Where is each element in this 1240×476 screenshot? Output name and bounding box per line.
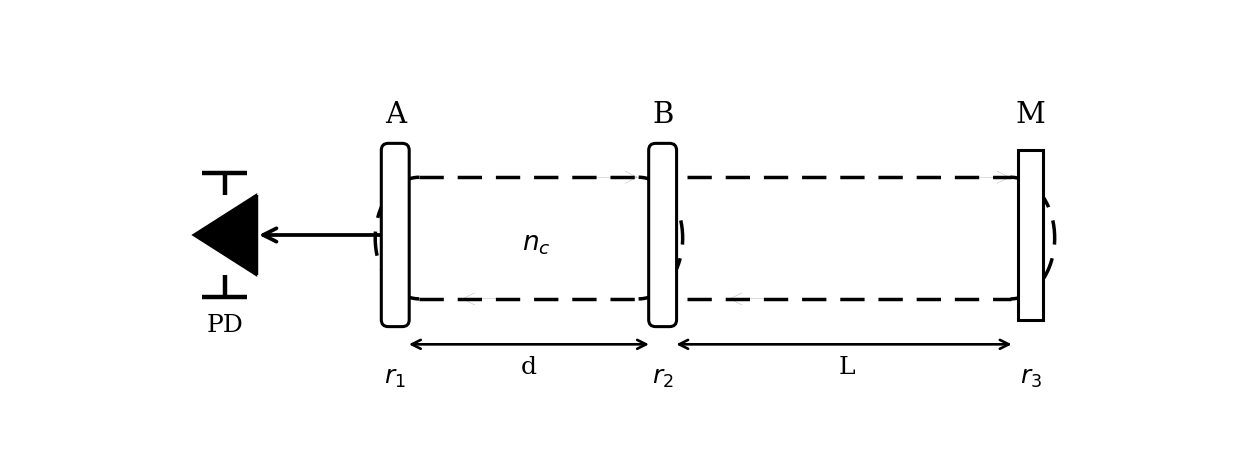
- Text: $r_3$: $r_3$: [1019, 367, 1042, 390]
- Text: PD: PD: [206, 314, 243, 337]
- Text: L: L: [838, 356, 856, 379]
- Text: d: d: [521, 356, 537, 379]
- Text: M: M: [1016, 101, 1045, 129]
- FancyBboxPatch shape: [382, 143, 409, 327]
- Bar: [1018, 150, 1043, 320]
- Text: A: A: [384, 101, 405, 129]
- FancyBboxPatch shape: [649, 143, 677, 327]
- Text: $n_c$: $n_c$: [522, 232, 551, 257]
- Text: B: B: [652, 101, 673, 129]
- Text: $r_1$: $r_1$: [384, 367, 407, 390]
- Polygon shape: [193, 195, 257, 275]
- Text: $r_2$: $r_2$: [652, 367, 673, 390]
